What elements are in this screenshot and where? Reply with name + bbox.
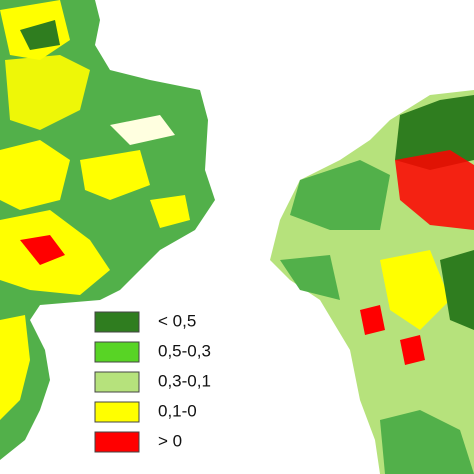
legend-swatch [94, 401, 140, 423]
zone-yellow [0, 140, 70, 210]
zone-dark [440, 250, 474, 330]
legend-swatch [94, 371, 140, 393]
zone-dark [395, 95, 474, 170]
zone-green [380, 410, 474, 474]
zone-yellow [380, 250, 450, 330]
legend: < 0,5 0,5-0,3 0,3-0,1 0,1-0 > 0 [94, 311, 211, 453]
zone-red [395, 150, 474, 230]
zone-green [280, 255, 340, 300]
zone-red [360, 305, 385, 335]
legend-label: > 0 [158, 431, 182, 450]
legend-label: 0,1-0 [158, 401, 197, 420]
legend-swatch [94, 311, 140, 333]
zone-dark [20, 20, 60, 50]
right-map [270, 90, 474, 474]
legend-label: 0,3-0,1 [158, 371, 211, 390]
legend-swatch [94, 341, 140, 363]
zone-yellow [5, 55, 90, 130]
legend-swatch [94, 431, 140, 453]
zone-green [290, 160, 390, 230]
left-map [0, 0, 215, 460]
zone-yellow [80, 150, 150, 200]
legend-label: 0,5-0,3 [158, 341, 211, 360]
zone-yellow [0, 315, 30, 420]
zone-light [110, 115, 175, 145]
zone-red [20, 235, 65, 265]
zone-yellow [150, 195, 190, 228]
legend-label: < 0,5 [158, 311, 196, 330]
zone-red [400, 335, 425, 365]
